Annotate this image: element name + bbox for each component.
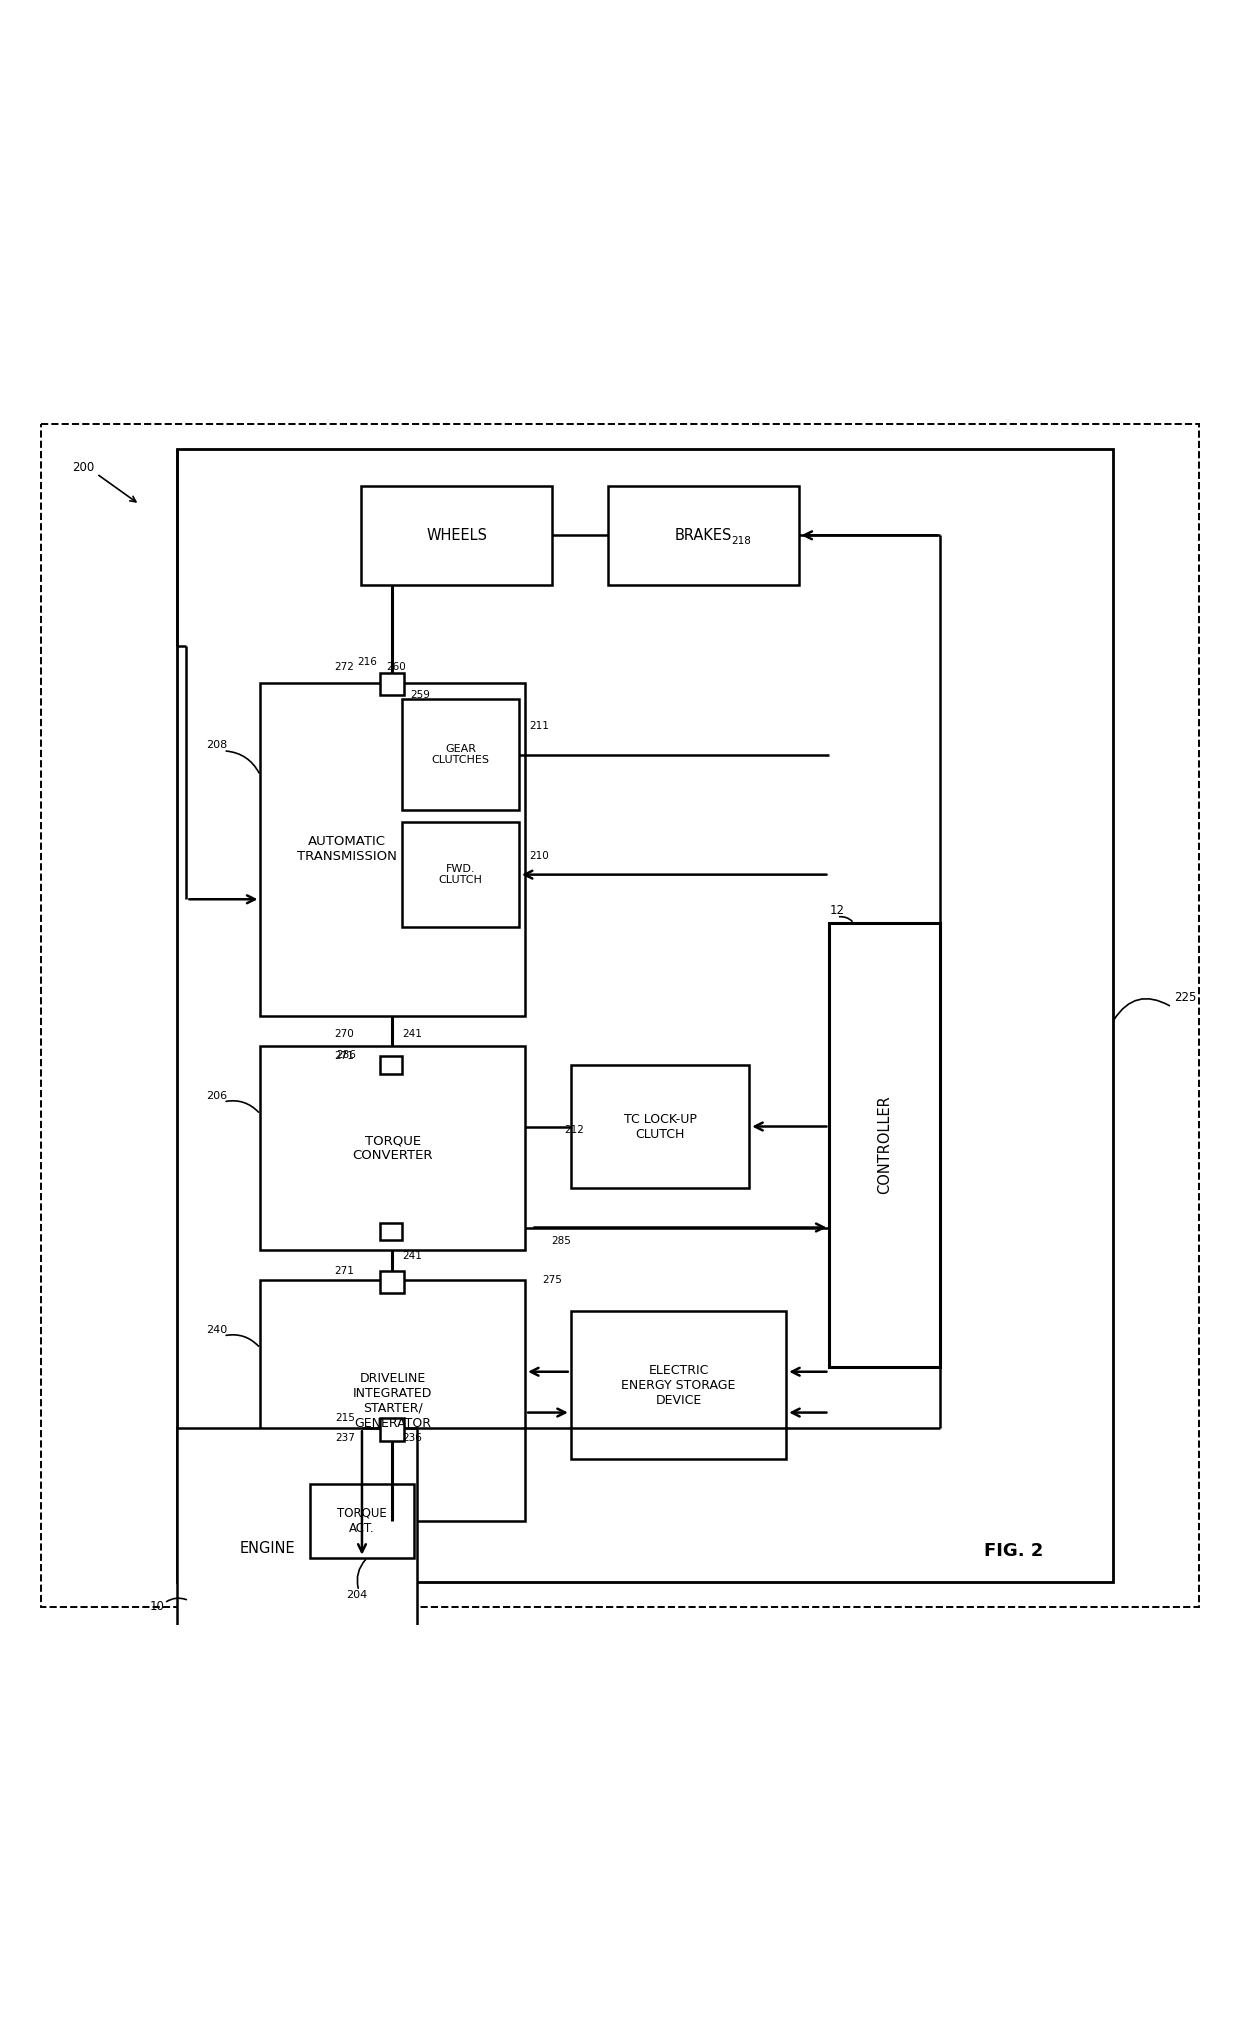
Text: GEAR
CLUTCHES: GEAR CLUTCHES xyxy=(432,743,490,765)
Text: AUTOMATIC
TRANSMISSION: AUTOMATIC TRANSMISSION xyxy=(296,836,397,864)
Bar xyxy=(379,1270,404,1292)
Bar xyxy=(260,682,526,1016)
Text: 237: 237 xyxy=(335,1433,355,1444)
Bar xyxy=(379,1224,402,1240)
Text: 210: 210 xyxy=(528,850,548,860)
Bar xyxy=(402,699,520,810)
Text: 241: 241 xyxy=(402,1030,422,1040)
Bar xyxy=(260,1280,526,1520)
Bar xyxy=(570,1310,786,1460)
Bar xyxy=(402,822,520,927)
Bar xyxy=(361,487,552,586)
Text: 260: 260 xyxy=(386,662,405,672)
Text: 211: 211 xyxy=(528,721,549,731)
Text: 208: 208 xyxy=(206,739,227,749)
Text: 259: 259 xyxy=(410,690,430,701)
Text: 216: 216 xyxy=(357,656,377,666)
Text: TORQUE
CONVERTER: TORQUE CONVERTER xyxy=(352,1135,433,1163)
Text: 200: 200 xyxy=(72,460,94,474)
Bar xyxy=(608,487,799,586)
Text: ELECTRIC
ENERGY STORAGE
DEVICE: ELECTRIC ENERGY STORAGE DEVICE xyxy=(621,1363,735,1407)
Text: BRAKES: BRAKES xyxy=(675,527,732,543)
Text: DRIVELINE
INTEGRATED
STARTER/
GENERATOR: DRIVELINE INTEGRATED STARTER/ GENERATOR xyxy=(353,1371,433,1429)
Text: 271: 271 xyxy=(334,1266,353,1276)
Text: 10: 10 xyxy=(150,1601,165,1613)
Bar xyxy=(310,1484,414,1557)
Text: ENGINE: ENGINE xyxy=(241,1540,295,1557)
Text: FIG. 2: FIG. 2 xyxy=(985,1543,1044,1561)
Text: WHEELS: WHEELS xyxy=(427,527,487,543)
Text: 285: 285 xyxy=(551,1236,570,1246)
Text: 286: 286 xyxy=(336,1050,356,1060)
Text: 241: 241 xyxy=(402,1252,422,1260)
Bar xyxy=(379,1419,404,1442)
Text: 236: 236 xyxy=(402,1433,422,1444)
Bar xyxy=(260,1046,526,1250)
Text: 275: 275 xyxy=(542,1276,562,1286)
Text: 225: 225 xyxy=(1174,991,1197,1003)
Text: 272: 272 xyxy=(334,662,353,672)
Text: 12: 12 xyxy=(830,905,844,917)
Text: 204: 204 xyxy=(346,1589,368,1599)
Text: 215: 215 xyxy=(335,1413,355,1423)
Text: 206: 206 xyxy=(206,1090,227,1100)
Text: FWD.
CLUTCH: FWD. CLUTCH xyxy=(439,864,482,886)
Text: 270: 270 xyxy=(335,1030,353,1040)
Text: 271: 271 xyxy=(334,1052,353,1062)
Bar xyxy=(379,1056,402,1074)
Text: 212: 212 xyxy=(564,1125,584,1135)
Bar xyxy=(830,923,940,1367)
Bar xyxy=(379,672,404,695)
Bar xyxy=(176,448,1112,1583)
Text: 218: 218 xyxy=(730,537,750,547)
Text: 240: 240 xyxy=(206,1324,227,1335)
Bar xyxy=(570,1064,749,1187)
Text: TC LOCK-UP
CLUTCH: TC LOCK-UP CLUTCH xyxy=(624,1112,697,1141)
Text: CONTROLLER: CONTROLLER xyxy=(878,1096,893,1195)
Bar xyxy=(176,1427,417,1668)
Text: TORQUE
ACT.: TORQUE ACT. xyxy=(337,1506,387,1534)
